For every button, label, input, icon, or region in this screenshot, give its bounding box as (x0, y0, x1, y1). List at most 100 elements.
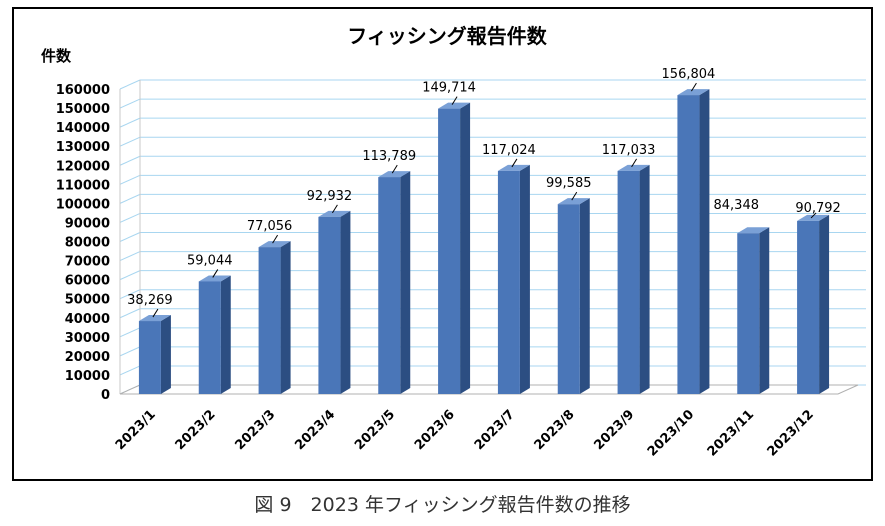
x-tick-label: 2023/12 (765, 407, 817, 459)
gridline-depth (119, 232, 141, 242)
x-tick-label: 2023/5 (352, 407, 398, 453)
data-label: 117,033 (602, 143, 656, 158)
y-tick-label: 70000 (65, 255, 110, 270)
gridline-depth (119, 365, 141, 376)
x-tick-label: 2023/1 (113, 407, 159, 453)
bar-top (797, 214, 830, 221)
bar (318, 210, 351, 394)
data-label-leader (272, 234, 279, 244)
figure-caption: 図 9 2023 年フィッシング報告件数の推移 (254, 494, 631, 516)
data-label: 99,585 (546, 176, 592, 191)
data-label-leader (631, 158, 638, 168)
x-tick-label: 2023/9 (591, 407, 637, 453)
bar-front (557, 204, 580, 394)
gridline-depth (119, 289, 141, 300)
data-label: 90,792 (795, 201, 841, 216)
bar (797, 214, 830, 394)
bar-front (677, 95, 700, 394)
chart-floor (119, 384, 859, 395)
data-label-leader (690, 82, 697, 92)
data-label-leader (451, 96, 458, 105)
gridline-depth (119, 270, 141, 281)
bar-top (258, 241, 291, 248)
y-tick-label: 160000 (56, 83, 110, 98)
bar-side (699, 89, 710, 394)
x-tick-label: 2023/8 (532, 407, 578, 453)
gridline-depth (119, 346, 141, 357)
data-label-leader (212, 269, 219, 278)
bar-front (258, 247, 281, 394)
y-tick-label: 120000 (56, 159, 110, 174)
bar-top (737, 227, 770, 234)
data-label-leader (511, 158, 518, 168)
x-tick-label: 2023/3 (232, 407, 278, 453)
bar-top (557, 198, 590, 205)
bar (677, 89, 710, 394)
bar-side (340, 210, 351, 394)
data-label: 113,789 (362, 149, 416, 164)
bar-top (677, 89, 710, 96)
bar (737, 227, 770, 394)
y-tick-label: 90000 (65, 216, 110, 231)
bar-front (198, 281, 221, 394)
chart-frame: 0 10000 20000 30000 40000 50000 60000 70000 8000… (12, 7, 873, 481)
bar-front (797, 220, 820, 394)
bar (258, 241, 291, 394)
bar-front (438, 108, 461, 394)
bar-side (460, 102, 471, 394)
y-tick-label: 130000 (56, 140, 110, 155)
gridline-depth (119, 155, 141, 166)
x-tick-label: 2023/6 (412, 407, 458, 453)
bar (378, 171, 411, 394)
y-tick-label: 50000 (65, 293, 110, 308)
data-label: 84,348 (714, 198, 760, 213)
bar-side (519, 164, 530, 394)
bar (557, 198, 590, 394)
bar-top (378, 171, 411, 178)
bar (438, 102, 471, 394)
bar-side (220, 275, 231, 394)
y-tick-label: 100000 (56, 197, 110, 212)
bar-side (819, 214, 830, 394)
bar-top (198, 275, 231, 282)
data-label: 77,056 (247, 219, 293, 234)
data-label-leader (391, 164, 398, 174)
bar-front (318, 216, 341, 394)
bar-top (497, 164, 530, 171)
y-tick-label: 20000 (65, 350, 110, 365)
y-tick-label: 80000 (65, 236, 110, 251)
x-tick-label: 2023/7 (472, 407, 518, 453)
bar-side (639, 164, 650, 394)
bar (497, 164, 530, 394)
bar-side (280, 241, 291, 394)
y-tick-label: 30000 (65, 331, 110, 346)
gridline-depth (119, 136, 141, 147)
gridline-depth (119, 98, 141, 109)
bar-side (160, 315, 171, 394)
y-tick-label: 60000 (65, 274, 110, 289)
gridline-depth (119, 327, 141, 338)
gridline-depth (119, 174, 141, 185)
y-tick-label: 0 (101, 388, 110, 403)
x-tick-label: 2023/4 (292, 407, 338, 453)
bar (198, 275, 231, 394)
data-label: 92,932 (307, 189, 353, 204)
bar-front (737, 233, 760, 394)
data-label: 117,024 (482, 143, 536, 158)
bar-top (438, 102, 471, 109)
y-tick-label: 150000 (56, 102, 110, 117)
data-label-leader (152, 308, 159, 318)
bar-chart: 0 10000 20000 30000 40000 50000 60000 70000 8000… (41, 24, 866, 460)
gridline-depth (119, 79, 141, 90)
gridline-depth (119, 117, 141, 128)
y-tick-label: 110000 (56, 178, 110, 193)
data-label: 156,804 (662, 67, 716, 82)
bar-side (759, 227, 770, 394)
bar-front (378, 177, 401, 394)
bar-front (617, 170, 640, 394)
gridline-depth (119, 251, 141, 262)
bar-top (318, 210, 351, 217)
data-label-leader (810, 212, 817, 219)
bar (617, 164, 650, 394)
bar-front (138, 321, 161, 394)
